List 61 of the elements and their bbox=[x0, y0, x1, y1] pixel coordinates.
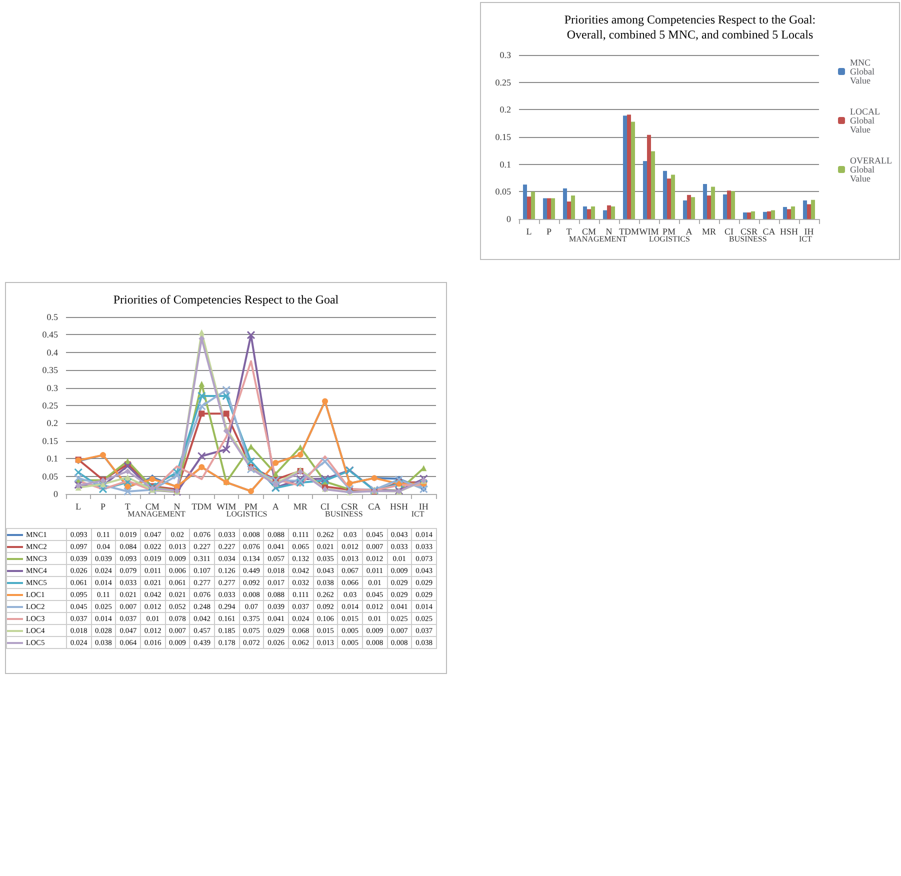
x-tick-label: P bbox=[546, 226, 552, 236]
x-tick-label: CI bbox=[320, 502, 330, 512]
x-tick-label: MR bbox=[702, 226, 716, 236]
legend-label: LOCAL Global Value bbox=[850, 106, 880, 134]
x-tick-label: IH bbox=[418, 502, 429, 512]
x-tick-label: MR bbox=[293, 502, 308, 512]
x-tick-label: CA bbox=[762, 226, 776, 236]
x-tick-label: L bbox=[76, 502, 82, 512]
y-tick-label: 0.4 bbox=[46, 347, 58, 358]
text: MANAGEMENT bbox=[568, 234, 627, 244]
y-tick-label: 0.15 bbox=[495, 132, 512, 142]
x-tick-label: WIM bbox=[639, 226, 659, 236]
chart-title: Priorities of Competencies Respect to the Goal bbox=[113, 292, 340, 306]
text: BUSINESS bbox=[728, 234, 767, 244]
x-tick-label: IH bbox=[804, 226, 814, 236]
text: ICT bbox=[411, 510, 424, 518]
x-tick-label: CI bbox=[724, 226, 734, 236]
y-tick-label: 0.3 bbox=[500, 50, 512, 60]
text: BUSINESS bbox=[324, 510, 363, 518]
y-tick-label: 0.1 bbox=[46, 454, 58, 464]
y-tick-label: 0.45 bbox=[42, 330, 58, 340]
x-tick-label: CM bbox=[145, 502, 160, 512]
legend-label: MNC Global Value bbox=[850, 58, 875, 86]
x-tick-label: HSH bbox=[780, 226, 798, 236]
y-tick-label: 0.05 bbox=[495, 186, 512, 197]
x-tick-label: CM bbox=[582, 226, 596, 236]
x-tick-label: PM bbox=[244, 502, 258, 512]
x-tick-label: CSR bbox=[740, 226, 758, 236]
y-tick-label: 0.3 bbox=[46, 382, 58, 393]
x-tick-label: N bbox=[174, 502, 181, 512]
x-tick-label: PM bbox=[662, 226, 676, 236]
x-tick-label: L bbox=[526, 226, 532, 236]
x-tick-label: CA bbox=[368, 502, 382, 512]
x-tick-label: A bbox=[686, 226, 693, 236]
y-tick-label: 0.2 bbox=[500, 104, 511, 115]
x-tick-label: P bbox=[100, 502, 106, 512]
y-tick-label: 0 bbox=[54, 489, 58, 499]
y-tick-label: 0.25 bbox=[495, 77, 512, 88]
x-tick-label: A bbox=[272, 502, 280, 512]
text: ICT bbox=[799, 234, 812, 244]
y-tick-label: 0.2 bbox=[46, 418, 58, 428]
x-tick-label: TDM bbox=[619, 226, 639, 236]
y-tick-label: 0.35 bbox=[42, 365, 58, 376]
x-tick-label: N bbox=[606, 226, 613, 236]
text: LOGISTICS bbox=[649, 234, 690, 244]
chart-title: Priorities among Competencies Respect to the Goal: Overall, combined 5 MNC, and combined 5 Locals bbox=[564, 12, 816, 42]
text: MANAGEMENT bbox=[128, 510, 186, 518]
y-tick-label: 0 bbox=[506, 214, 512, 224]
x-tick-label: CSR bbox=[341, 502, 358, 512]
y-tick-label: 0.1 bbox=[500, 159, 511, 170]
x-tick-label: WIM bbox=[216, 502, 236, 512]
y-tick-label: 0.25 bbox=[42, 400, 58, 410]
y-tick-label: 0.05 bbox=[42, 471, 58, 482]
legend-label: OVERALL Global Value bbox=[850, 156, 892, 184]
y-tick-label: 0.5 bbox=[46, 312, 58, 322]
x-tick-label: TDM bbox=[192, 502, 212, 512]
y-tick-label: 0.15 bbox=[42, 436, 58, 446]
text: LOGISTICS bbox=[226, 510, 268, 518]
x-tick-label: T bbox=[124, 502, 131, 512]
x-tick-label: HSH bbox=[390, 502, 408, 512]
x-tick-label: T bbox=[566, 226, 572, 236]
